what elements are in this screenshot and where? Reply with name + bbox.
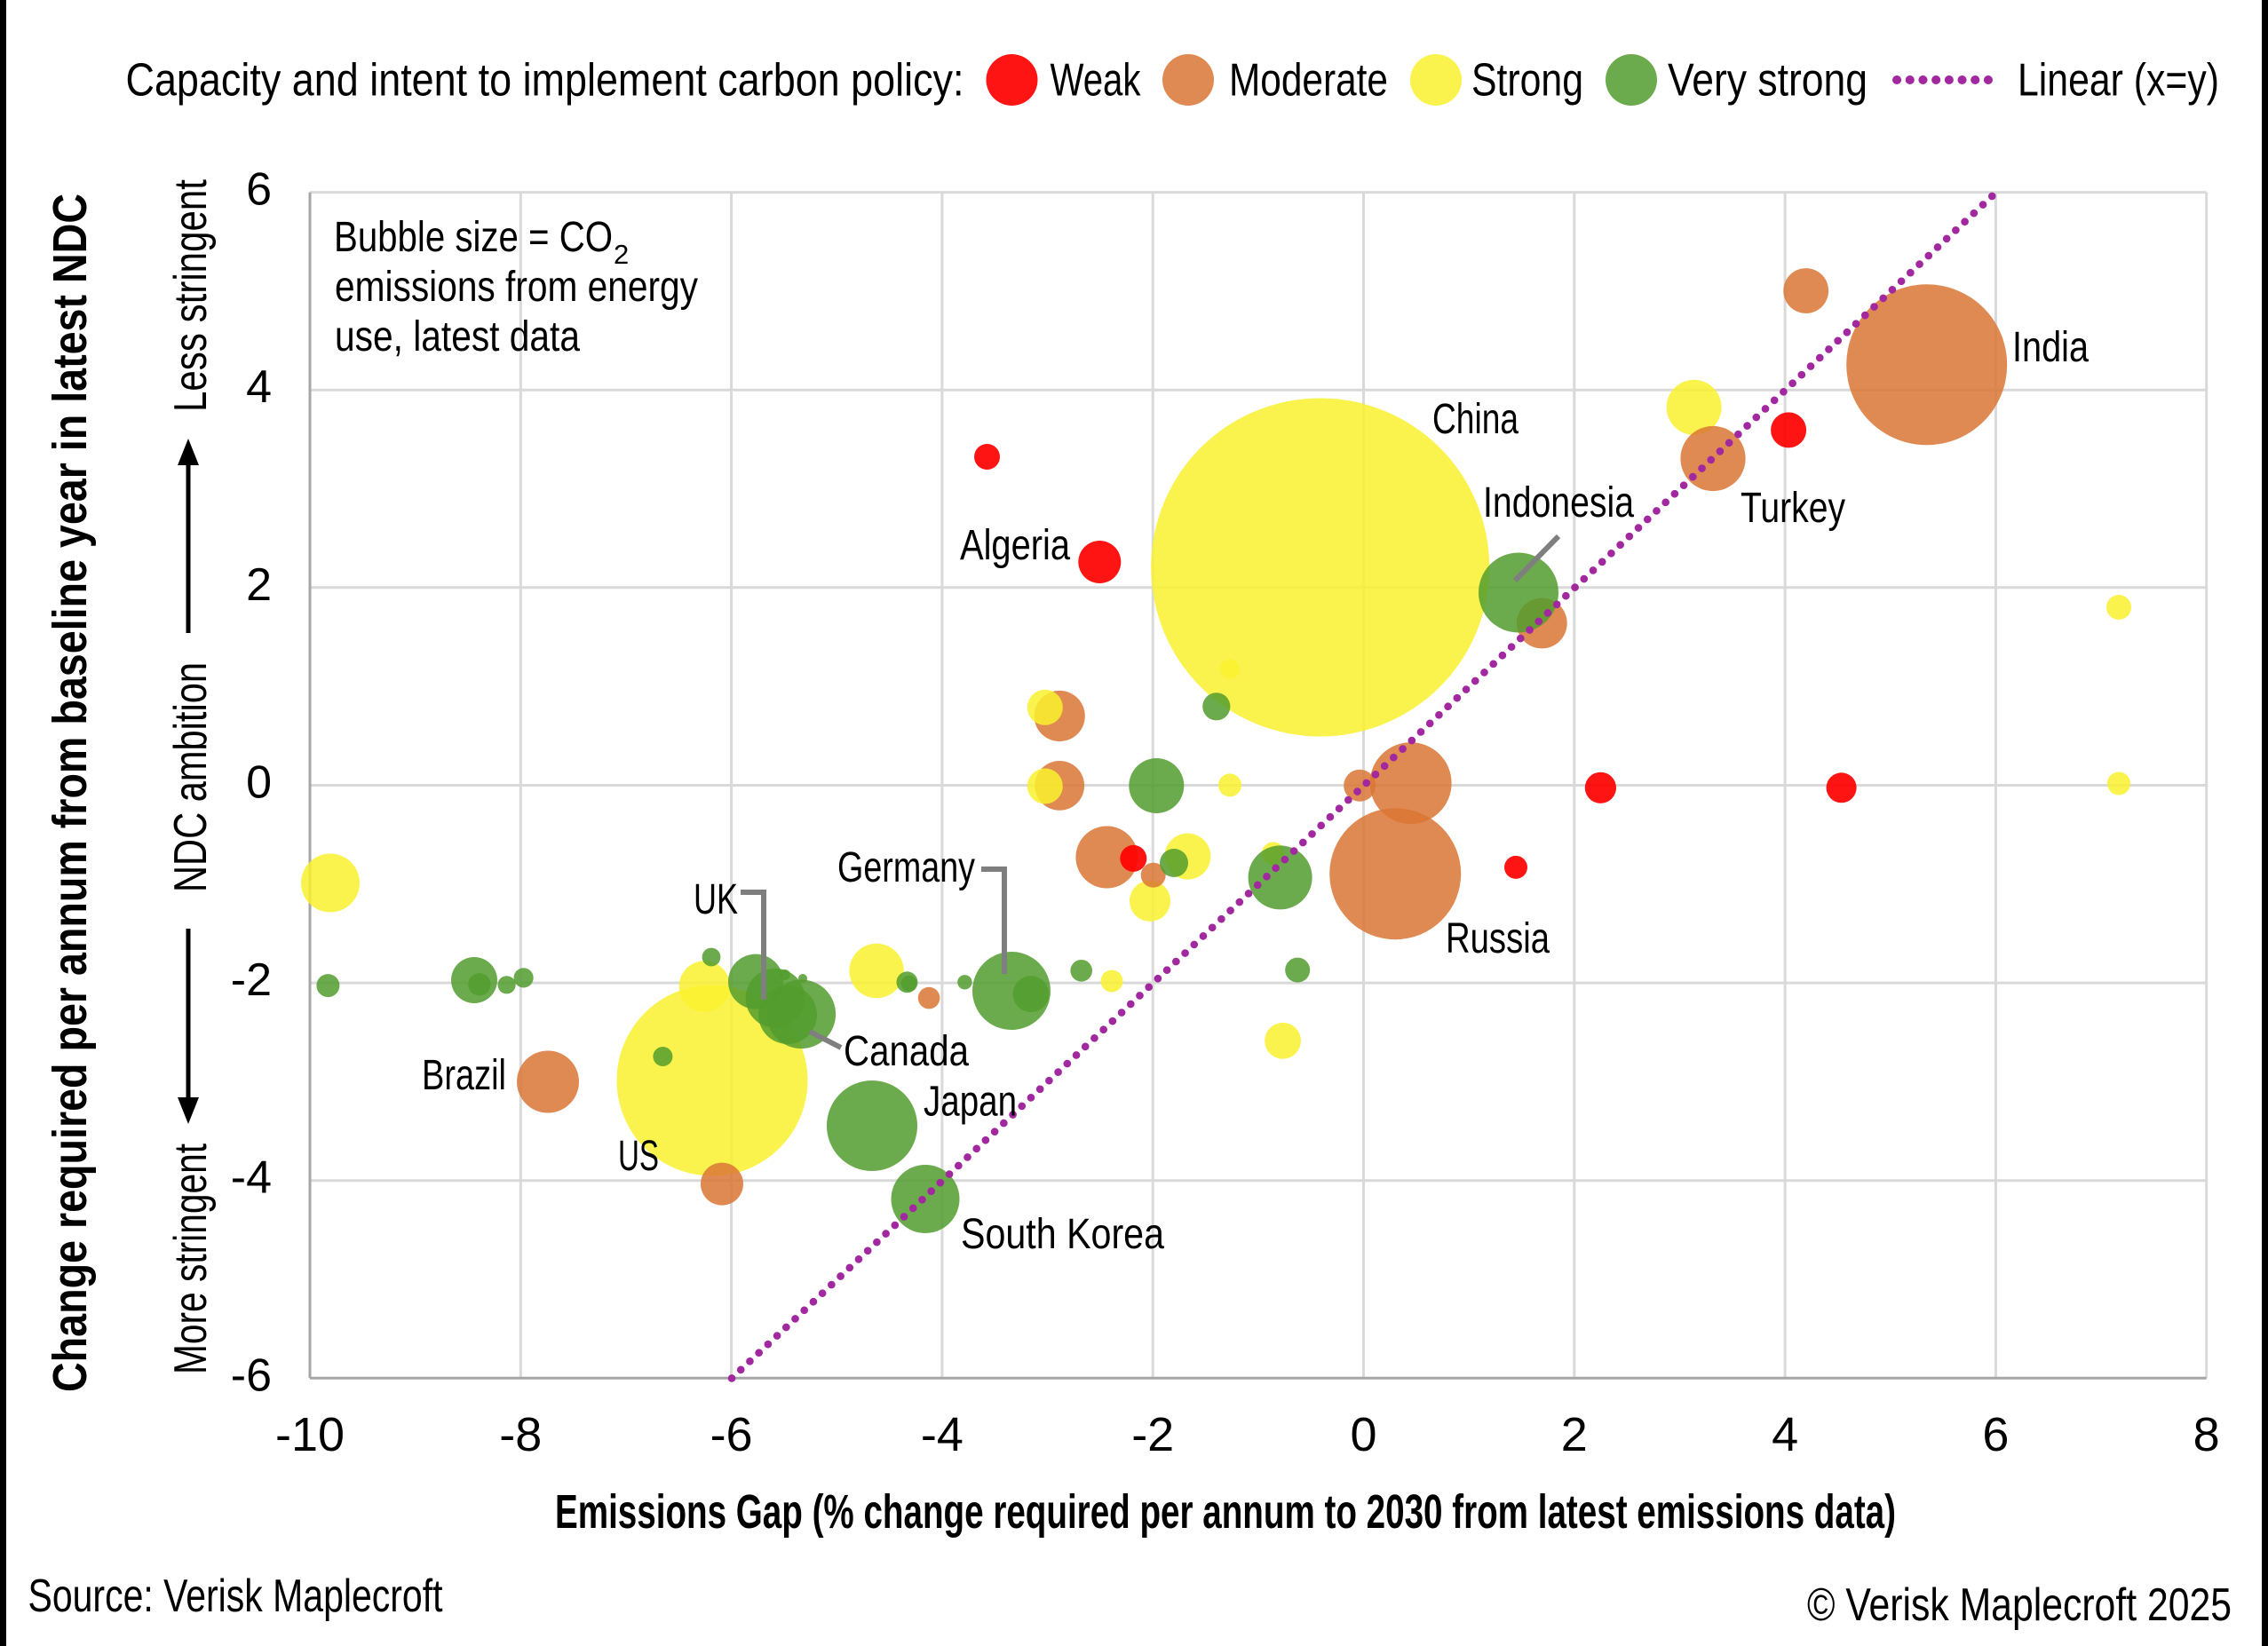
svg-text:NDC ambition: NDC ambition	[165, 662, 217, 892]
svg-text:-8: -8	[499, 1408, 542, 1461]
svg-text:Bubble size = CO: Bubble size = CO	[334, 214, 613, 261]
svg-text:6: 6	[1982, 1408, 2009, 1461]
svg-text:Change required per annum from: Change required per annum from baseline …	[44, 194, 97, 1392]
svg-text:0: 0	[246, 757, 272, 809]
svg-text:Very strong: Very strong	[1668, 55, 1868, 107]
svg-text:Russia: Russia	[1446, 915, 1550, 962]
svg-text:Indonesia: Indonesia	[1483, 479, 1634, 526]
svg-text:-10: -10	[275, 1408, 345, 1461]
svg-text:4: 4	[246, 361, 272, 413]
svg-text:2: 2	[1561, 1408, 1588, 1461]
svg-text:Capacity and intent to impleme: Capacity and intent to implement carbon …	[126, 55, 964, 107]
svg-text:-4: -4	[231, 1152, 272, 1204]
svg-text:use, latest data: use, latest data	[335, 313, 580, 360]
svg-text:2: 2	[246, 559, 272, 611]
svg-text:Japan: Japan	[924, 1079, 1017, 1126]
svg-text:India: India	[2012, 324, 2089, 371]
svg-text:-6: -6	[710, 1408, 753, 1461]
svg-text:South Korea: South Korea	[961, 1211, 1164, 1258]
svg-text:2: 2	[614, 239, 629, 270]
svg-text:Algeria: Algeria	[960, 522, 1070, 569]
svg-text:Strong: Strong	[1471, 55, 1583, 107]
svg-text:Source: Verisk Maplecroft: Source: Verisk Maplecroft	[28, 1571, 443, 1622]
svg-text:emissions from energy: emissions from energy	[335, 264, 698, 311]
svg-text:© Verisk Maplecroft 2025: © Verisk Maplecroft 2025	[1807, 1579, 2232, 1631]
svg-text:-4: -4	[921, 1408, 964, 1461]
svg-text:Brazil: Brazil	[422, 1052, 506, 1099]
svg-text:Germany: Germany	[837, 844, 975, 891]
svg-text:Less stringent: Less stringent	[165, 179, 217, 412]
svg-text:Weak: Weak	[1051, 55, 1142, 107]
svg-text:Emissions Gap (% change requir: Emissions Gap (% change required per ann…	[555, 1485, 1896, 1539]
svg-text:More stringent: More stringent	[165, 1143, 217, 1374]
svg-text:UK: UK	[694, 876, 738, 923]
svg-text:-2: -2	[1131, 1408, 1174, 1461]
svg-text:Linear (x=y): Linear (x=y)	[2018, 55, 2219, 107]
svg-text:8: 8	[2193, 1408, 2220, 1461]
svg-text:0: 0	[1350, 1408, 1376, 1461]
svg-text:US: US	[618, 1133, 659, 1180]
svg-text:China: China	[1432, 396, 1519, 443]
svg-text:Turkey: Turkey	[1741, 485, 1845, 532]
svg-text:-6: -6	[231, 1349, 272, 1401]
svg-text:Canada: Canada	[844, 1028, 969, 1075]
svg-text:6: 6	[246, 164, 272, 216]
svg-text:Moderate: Moderate	[1229, 55, 1388, 107]
svg-text:-2: -2	[231, 954, 272, 1006]
svg-text:4: 4	[1772, 1408, 1798, 1461]
